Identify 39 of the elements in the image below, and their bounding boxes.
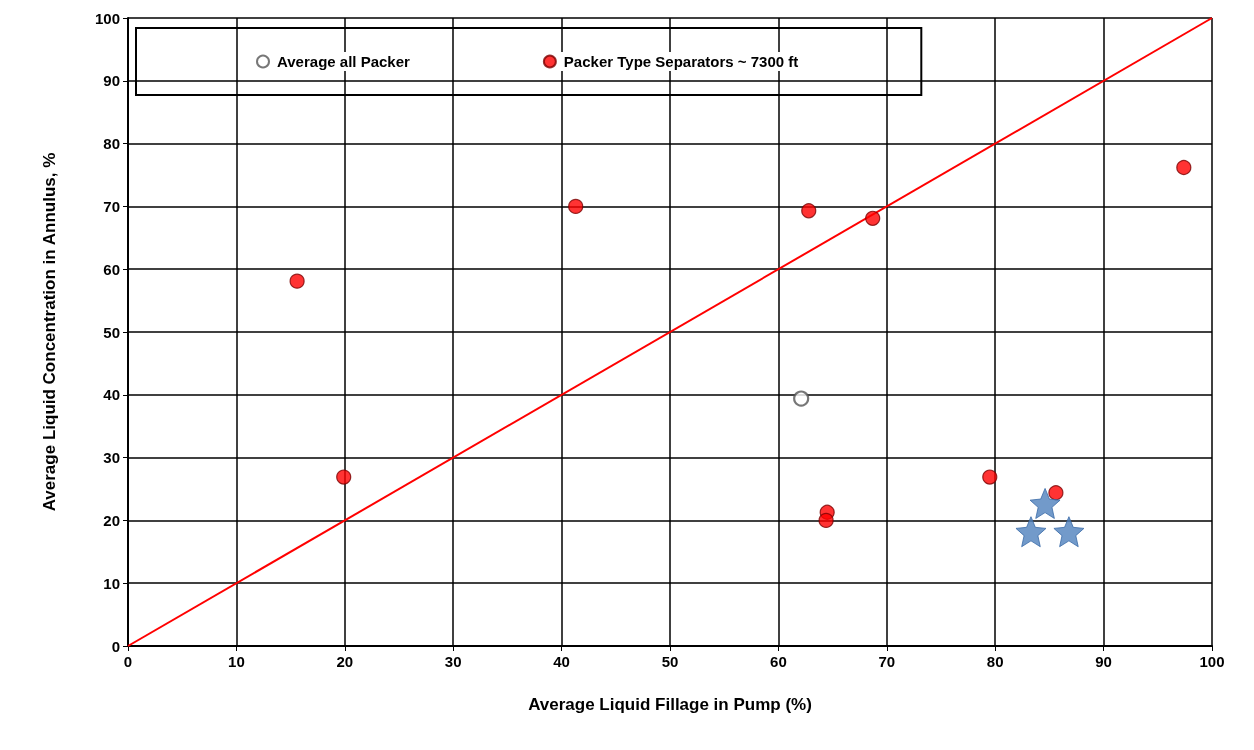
y-tick-label: 10 bbox=[103, 574, 120, 592]
point bbox=[865, 210, 881, 226]
point bbox=[289, 273, 305, 289]
x-tick-label: 50 bbox=[661, 653, 679, 670]
x-tick-label: 80 bbox=[986, 653, 1004, 670]
y-tick-label: 70 bbox=[103, 197, 120, 215]
y-tick-label: 0 bbox=[111, 637, 120, 655]
y-tick-label: 60 bbox=[103, 260, 120, 278]
point bbox=[982, 469, 998, 485]
x-tick-label: 70 bbox=[878, 653, 896, 670]
x-axis-title: Average Liquid Fillage in Pump (%) bbox=[528, 695, 812, 714]
y-tick-label: 100 bbox=[94, 9, 120, 27]
point bbox=[1053, 516, 1085, 548]
y-tick-label: 90 bbox=[103, 72, 120, 90]
x-tick-label: 20 bbox=[336, 653, 354, 670]
point bbox=[336, 469, 352, 485]
point bbox=[1048, 485, 1064, 501]
point bbox=[793, 390, 810, 407]
x-tick-label: 10 bbox=[228, 653, 245, 670]
point bbox=[1029, 487, 1061, 519]
y-tick-label: 40 bbox=[103, 386, 120, 404]
point bbox=[818, 512, 834, 528]
y-tick-label: 20 bbox=[103, 511, 120, 529]
y-tick-label: 80 bbox=[103, 135, 120, 153]
legend-label: Average all Packer bbox=[277, 53, 411, 70]
legend-label: Packer Type Separators ~ 7300 ft bbox=[563, 53, 799, 70]
x-tick-label: 90 bbox=[1095, 653, 1112, 670]
y-axis-title: Average Liquid Concentration in Annulus, % bbox=[40, 152, 59, 512]
x-tick-label: 60 bbox=[770, 653, 787, 670]
x-tick-label: 100 bbox=[1199, 653, 1225, 670]
x-tick-label: 40 bbox=[553, 653, 570, 670]
y-tick-label: 30 bbox=[103, 449, 120, 467]
y-tick-label: 50 bbox=[103, 323, 120, 341]
point bbox=[568, 198, 584, 214]
x-tick-label: 0 bbox=[123, 653, 133, 670]
point bbox=[1015, 516, 1047, 548]
point bbox=[1176, 159, 1192, 176]
x-tick-label: 30 bbox=[444, 653, 462, 670]
point bbox=[801, 203, 817, 219]
